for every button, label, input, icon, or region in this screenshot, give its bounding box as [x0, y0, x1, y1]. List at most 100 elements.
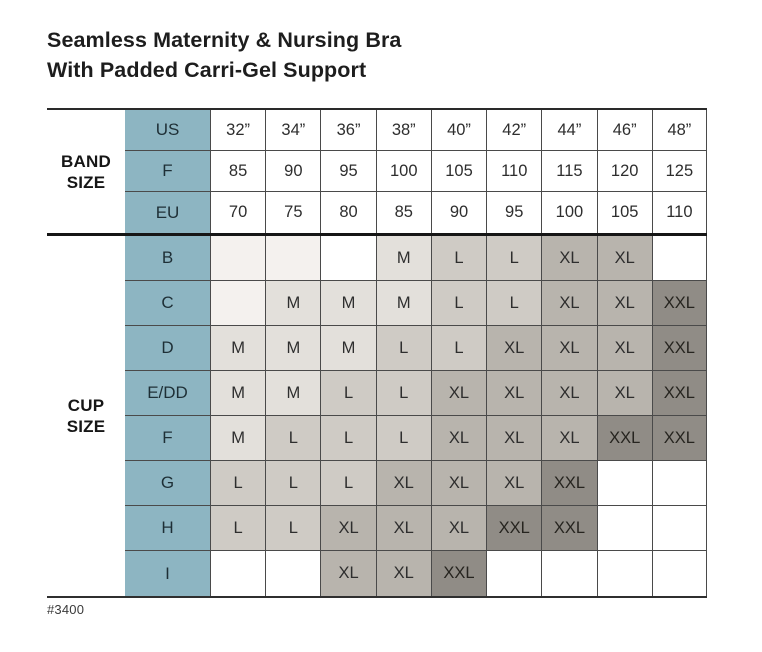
size-cell: 90 — [430, 192, 487, 233]
size-cell — [486, 551, 542, 596]
size-cell: XL — [596, 281, 652, 326]
band-row-header: US — [125, 110, 210, 151]
size-cell: L — [320, 371, 376, 416]
size-cell: M — [320, 326, 376, 371]
size-cell: 38” — [375, 110, 431, 151]
size-cell: M — [265, 326, 321, 371]
size-cell: L — [265, 506, 321, 551]
size-cell — [596, 551, 652, 596]
size-cell: L — [375, 371, 431, 416]
size-cell: 48” — [651, 110, 707, 151]
size-cell: XL — [596, 236, 652, 281]
size-cell: 34” — [265, 110, 321, 151]
size-cell: XXL — [596, 416, 652, 461]
size-cell: L — [375, 416, 431, 461]
size-cell: XL — [430, 461, 487, 506]
size-cell: L — [375, 326, 431, 371]
page-title: Seamless Maternity & Nursing Bra With Pa… — [47, 25, 402, 85]
band-row-header: F — [125, 151, 210, 192]
title-line-2: With Padded Carri-Gel Support — [47, 58, 367, 82]
size-cell: XL — [320, 551, 376, 596]
size-cell: L — [486, 236, 542, 281]
size-cell: XXL — [651, 371, 707, 416]
size-cell: XXL — [651, 326, 707, 371]
size-cell: 105 — [430, 151, 487, 192]
size-cell: XL — [375, 506, 431, 551]
size-cell — [541, 551, 597, 596]
cup-row-header: H — [125, 506, 210, 551]
size-cell: L — [320, 416, 376, 461]
size-cell: M — [265, 371, 321, 416]
size-cell: XXL — [486, 506, 542, 551]
size-cell: 100 — [375, 151, 431, 192]
cup-size-section: CUP SIZE B M L L XL XL C M M M L L XL XL XXL D M M M L L XL XL X… — [47, 236, 707, 598]
section-divider-line — [47, 233, 707, 236]
size-cell: 105 — [596, 192, 652, 233]
size-cell: M — [265, 281, 321, 326]
size-cell: 110 — [651, 192, 707, 233]
size-cell — [651, 236, 707, 281]
band-size-section: BAND SIZE US 32” 34” 36” 38” 40” 42” 44” 46” 48” F 8… — [47, 108, 707, 233]
size-cell: XL — [541, 416, 597, 461]
size-cell — [596, 506, 652, 551]
size-cell: XL — [320, 506, 376, 551]
size-cell: L — [320, 461, 376, 506]
size-cell: L — [265, 461, 321, 506]
band-size-label-text: BAND SIZE — [61, 151, 111, 192]
size-cell: XL — [596, 371, 652, 416]
size-cell: 100 — [541, 192, 597, 233]
size-cell: XXL — [541, 506, 597, 551]
size-cell: 36” — [320, 110, 376, 151]
size-cell: XL — [541, 281, 597, 326]
size-cell: 40” — [430, 110, 487, 151]
size-cell: 90 — [265, 151, 321, 192]
size-cell: L — [430, 326, 487, 371]
size-cell — [596, 461, 652, 506]
size-cell — [210, 281, 266, 326]
size-cell: 85 — [210, 151, 266, 192]
band-size-label: BAND SIZE — [47, 110, 125, 233]
size-cell: L — [210, 461, 266, 506]
size-cell: 85 — [375, 192, 431, 233]
size-cell: XL — [486, 326, 542, 371]
size-cell: M — [210, 371, 266, 416]
size-cell: 46” — [596, 110, 652, 151]
size-cell — [651, 506, 707, 551]
size-cell: 95 — [320, 151, 376, 192]
size-cell: XL — [430, 371, 487, 416]
size-cell: M — [375, 236, 431, 281]
size-cell: 80 — [320, 192, 376, 233]
size-cell: M — [210, 416, 266, 461]
cup-row-header: C — [125, 281, 210, 326]
size-cell: L — [430, 281, 487, 326]
size-cell — [651, 461, 707, 506]
cup-row-header: B — [125, 236, 210, 281]
size-cell: L — [265, 416, 321, 461]
size-cell: XL — [375, 551, 431, 596]
cup-row-header: F — [125, 416, 210, 461]
cup-row-header: D — [125, 326, 210, 371]
size-cell: XXL — [651, 281, 707, 326]
size-cell: M — [375, 281, 431, 326]
size-cell: XL — [486, 416, 542, 461]
size-cell: XL — [541, 371, 597, 416]
size-cell: 115 — [541, 151, 597, 192]
size-cell: L — [486, 281, 542, 326]
size-cell: XL — [486, 371, 542, 416]
size-cell: 120 — [596, 151, 652, 192]
size-cell — [265, 551, 321, 596]
size-cell: 42” — [486, 110, 542, 151]
size-cell: 125 — [651, 151, 707, 192]
cup-row-header: E/DD — [125, 371, 210, 416]
size-cell: M — [320, 281, 376, 326]
cup-size-label: CUP SIZE — [47, 236, 125, 596]
size-cell — [210, 551, 266, 596]
size-cell: XXL — [430, 551, 487, 596]
item-number: #3400 — [47, 602, 85, 617]
size-cell: XXL — [541, 461, 597, 506]
cup-row-header: G — [125, 461, 210, 506]
size-cell: L — [210, 506, 266, 551]
size-cell: 110 — [486, 151, 542, 192]
size-cell: XL — [430, 506, 487, 551]
size-cell: XL — [596, 326, 652, 371]
